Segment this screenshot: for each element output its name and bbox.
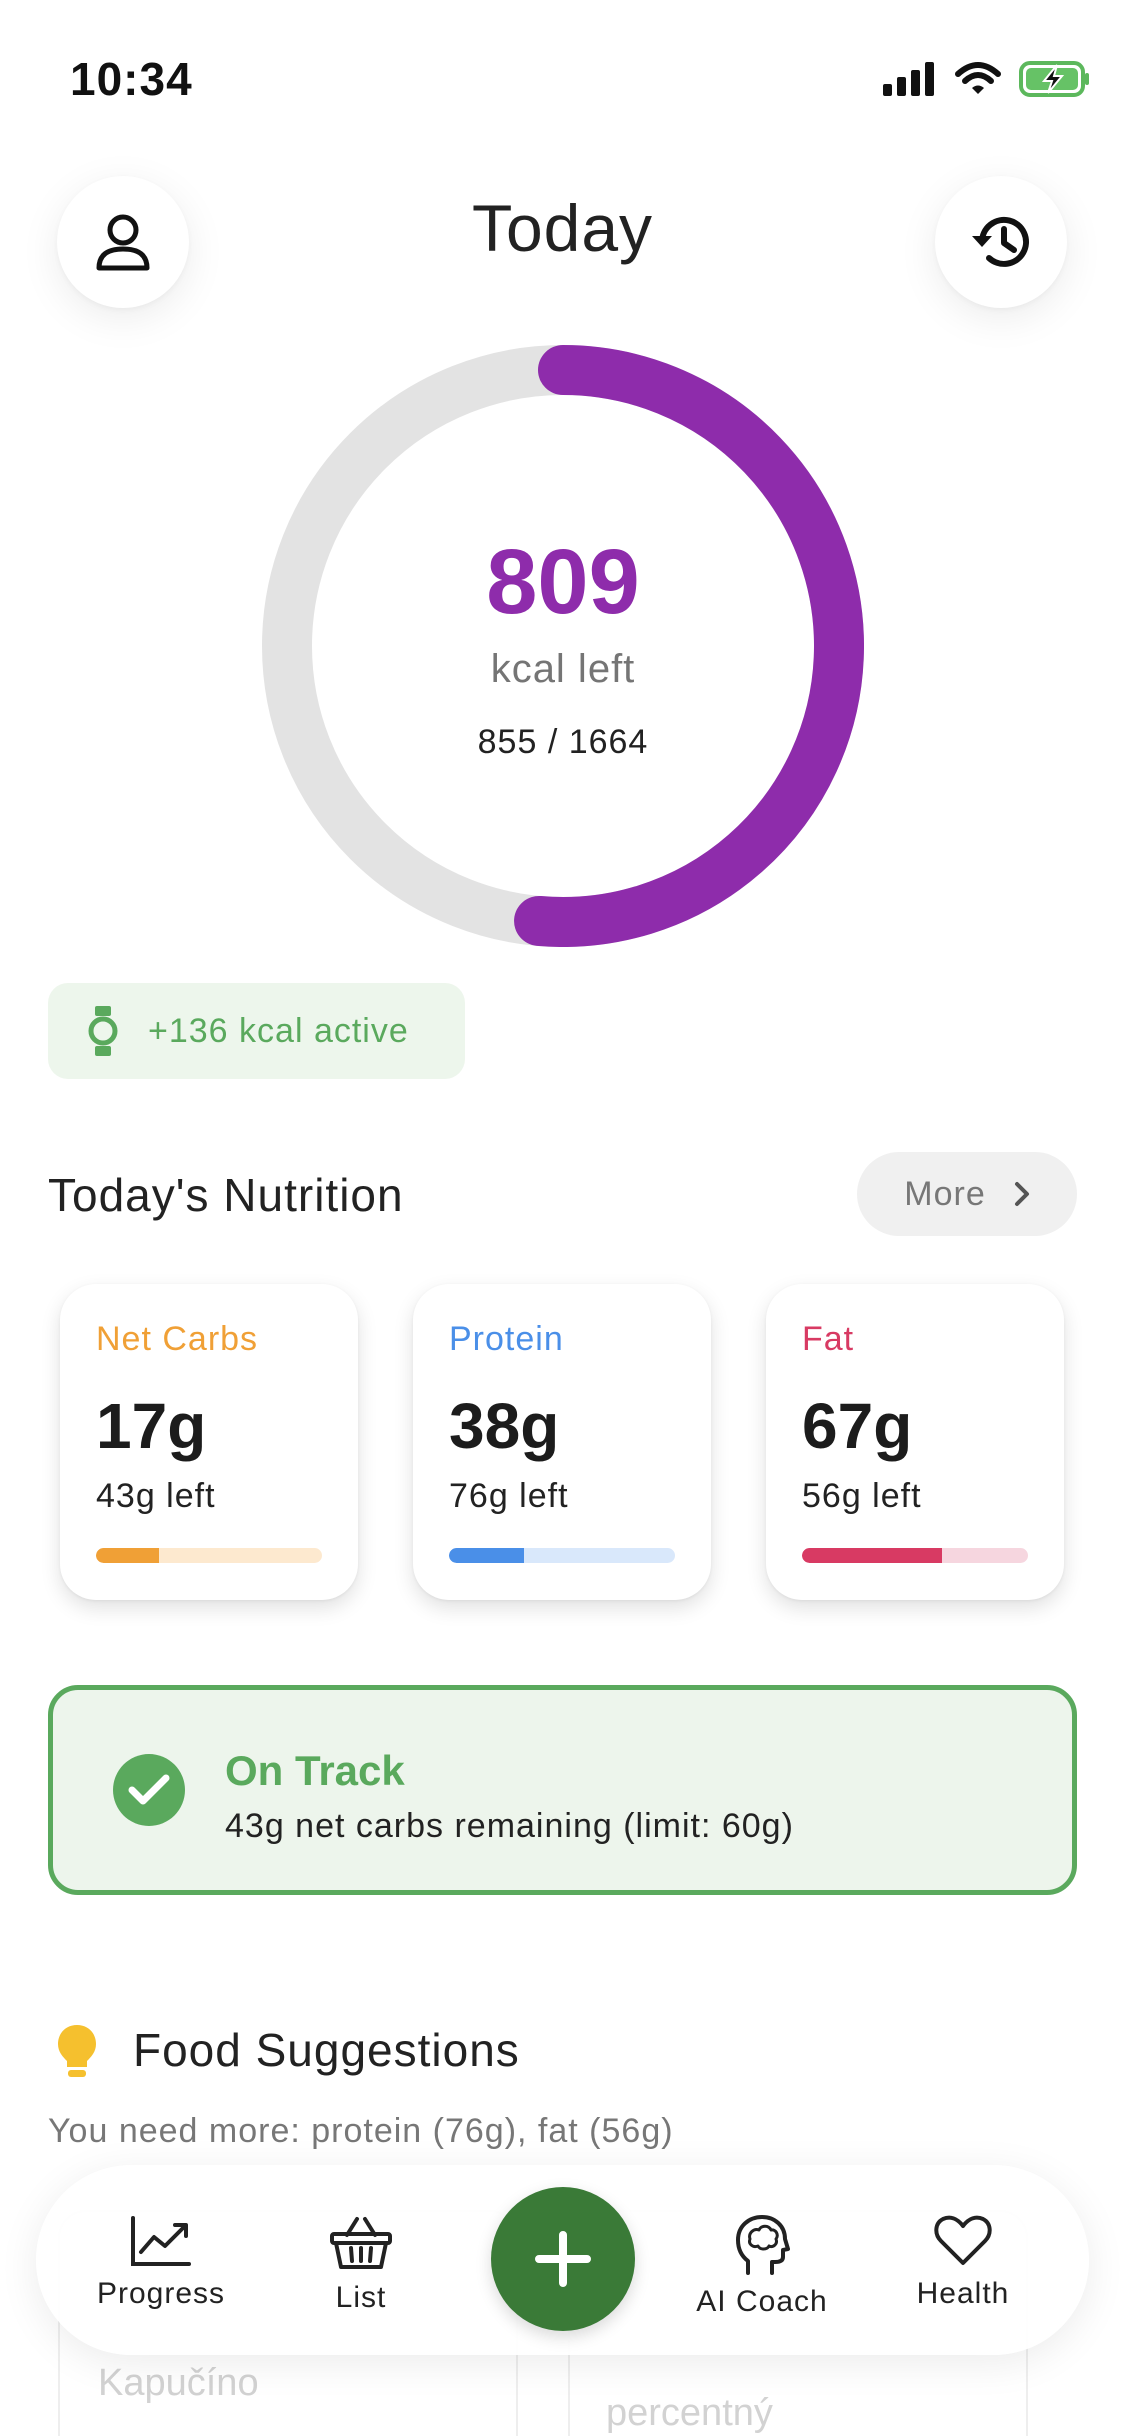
macro-progress-fill [96,1548,160,1563]
lightbulb-icon [58,2025,96,2077]
macro-value: 38g [449,1390,560,1462]
kcal-left-value: 809 [486,531,640,633]
status-bar: 10:34 [0,0,1125,150]
chevron-right-icon [1014,1182,1029,1206]
more-button-label: More [904,1174,986,1213]
check-circle-icon [113,1754,185,1826]
food-suggestions-subtitle: You need more: protein (76g), fat (56g) [48,2112,674,2150]
tab-health[interactable]: Health [873,2165,1053,2355]
active-calories-badge[interactable]: +136 kcal active [48,983,465,1079]
suggestion-card-name: Kapučíno [98,2362,259,2404]
macro-progress-bar [802,1548,1028,1563]
nutrition-section-title: Today's Nutrition [48,1169,404,1221]
macro-progress-fill [802,1548,943,1563]
battery-charging-icon [1019,61,1089,97]
on-track-title: On Track [225,1747,405,1794]
macro-value: 17g [96,1390,207,1462]
macro-remaining: 43g left [96,1477,216,1515]
macro-name: Protein [449,1320,564,1358]
brain-head-icon [736,2215,790,2275]
calorie-ring[interactable]: 809 kcal left 855 / 1664 [262,345,864,947]
food-suggestions-title: Food Suggestions [133,2024,520,2076]
macro-progress-bar [96,1548,322,1563]
cellular-signal-icon [883,62,934,96]
macro-remaining: 56g left [802,1477,922,1515]
macro-progress-fill [449,1548,524,1563]
tab-label: Health [916,2277,1010,2310]
kcal-left-label: kcal left [490,647,636,691]
status-time: 10:34 [70,53,193,105]
macro-card-net-carbs[interactable]: Net Carbs 17g 43g left [60,1284,358,1600]
basket-icon [330,2217,392,2269]
tab-progress[interactable]: Progress [71,2165,251,2355]
page-title: Today [471,191,654,265]
macro-value: 67g [802,1390,913,1462]
wifi-icon [955,62,1001,94]
history-icon [972,216,1029,267]
status-icons [883,60,1091,98]
macro-name: Fat [802,1320,855,1358]
plus-icon [535,2231,591,2287]
add-button[interactable] [491,2187,635,2331]
tab-list[interactable]: List [271,2165,451,2355]
calorie-ring-chart [262,345,864,947]
tab-ai-coach[interactable]: AI Coach [672,2165,852,2355]
user-icon [96,214,150,271]
heart-icon [934,2215,992,2265]
history-button[interactable] [935,176,1067,308]
suggestion-card-name: percentný [606,2392,773,2434]
macro-card-protein[interactable]: Protein 38g 76g left [413,1284,711,1600]
bottom-tab-bar: Progress List AI Coach Health [36,2165,1089,2355]
on-track-banner: On Track 43g net carbs remaining (limit:… [48,1685,1077,1895]
tab-label: Progress [96,2277,226,2310]
chart-line-icon [131,2216,191,2266]
macro-progress-bar [449,1548,675,1563]
tab-label: List [335,2281,387,2314]
profile-button[interactable] [57,176,189,308]
on-track-subtitle: 43g net carbs remaining (limit: 60g) [225,1807,794,1845]
tab-label: AI Coach [696,2285,828,2318]
kcal-consumed-goal: 855 / 1664 [477,723,649,761]
watch-icon [88,1006,118,1056]
calorie-ring-progress [514,345,864,947]
more-button[interactable]: More [857,1152,1077,1236]
macro-card-fat[interactable]: Fat 67g 56g left [766,1284,1064,1600]
macro-name: Net Carbs [96,1320,259,1358]
macro-remaining: 76g left [449,1477,569,1515]
active-calories-text: +136 kcal active [148,1011,409,1050]
